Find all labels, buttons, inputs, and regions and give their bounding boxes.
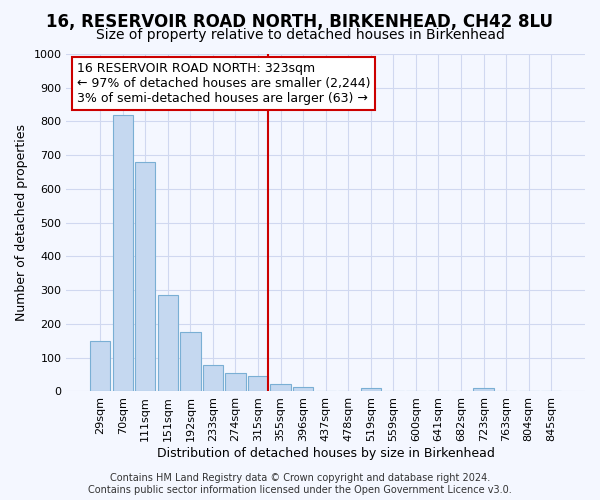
Bar — [293, 387, 313, 392]
Bar — [361, 388, 381, 392]
Bar — [90, 341, 110, 392]
Text: Contains HM Land Registry data © Crown copyright and database right 2024.
Contai: Contains HM Land Registry data © Crown c… — [88, 474, 512, 495]
Bar — [135, 162, 155, 392]
Text: Size of property relative to detached houses in Birkenhead: Size of property relative to detached ho… — [95, 28, 505, 42]
Bar — [271, 384, 291, 392]
Bar — [248, 376, 268, 392]
Bar — [473, 388, 494, 392]
Text: 16 RESERVOIR ROAD NORTH: 323sqm
← 97% of detached houses are smaller (2,244)
3% : 16 RESERVOIR ROAD NORTH: 323sqm ← 97% of… — [77, 62, 370, 106]
Bar — [158, 296, 178, 392]
Bar — [203, 365, 223, 392]
Bar — [180, 332, 200, 392]
Text: 16, RESERVOIR ROAD NORTH, BIRKENHEAD, CH42 8LU: 16, RESERVOIR ROAD NORTH, BIRKENHEAD, CH… — [47, 12, 554, 30]
Bar — [226, 373, 245, 392]
Y-axis label: Number of detached properties: Number of detached properties — [15, 124, 28, 321]
X-axis label: Distribution of detached houses by size in Birkenhead: Distribution of detached houses by size … — [157, 447, 494, 460]
Bar — [113, 114, 133, 392]
